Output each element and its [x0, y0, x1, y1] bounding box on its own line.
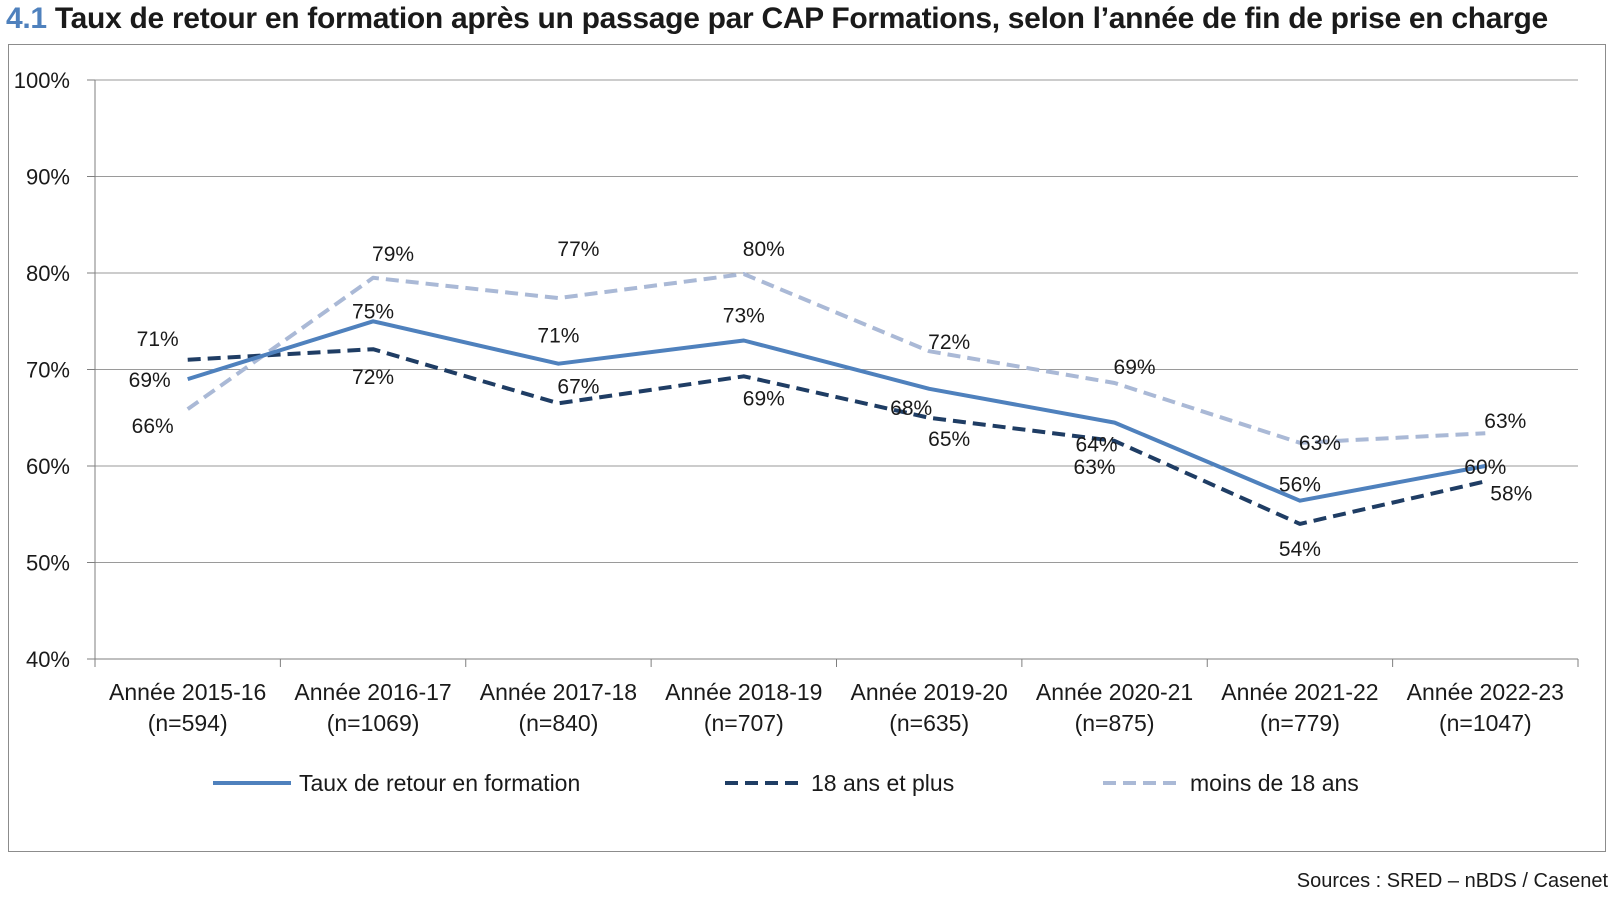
legend-label: Taux de retour en formation [299, 770, 580, 796]
data-label: 56% [1279, 474, 1321, 497]
x-tick-sublabel: (n=779) [1260, 710, 1340, 736]
data-label: 54% [1279, 538, 1321, 561]
source-note: Sources : SRED – nBDS / Casenet [1296, 870, 1608, 892]
legend-label: 18 ans et plus [811, 770, 954, 796]
series-line [187, 319, 1486, 503]
x-tick-sublabel: (n=875) [1075, 710, 1155, 736]
y-tick-label: 50% [26, 551, 70, 576]
x-tick-sublabel: (n=707) [704, 710, 784, 736]
chart-title-text: Taux de retour en formation après un pas… [54, 2, 1548, 35]
data-label: 71% [137, 328, 179, 351]
x-tick-sublabel: (n=635) [889, 710, 969, 736]
data-label: 63% [1074, 456, 1116, 479]
data-label: 68% [890, 397, 932, 420]
y-tick-label: 80% [26, 261, 70, 286]
data-label: 72% [928, 331, 970, 354]
data-label: 69% [743, 387, 785, 410]
data-label: 65% [928, 428, 970, 451]
data-label: 75% [352, 300, 394, 323]
data-label: 66% [132, 415, 174, 438]
data-label: 64% [1076, 434, 1118, 457]
data-label: 60% [1464, 456, 1506, 479]
x-tick-label: Année 2016-17 [294, 679, 451, 705]
x-tick-sublabel: (n=840) [518, 710, 598, 736]
y-tick-label: 70% [26, 358, 70, 383]
data-label: 63% [1484, 410, 1526, 433]
data-label: 63% [1299, 432, 1341, 455]
data-label: 67% [557, 375, 599, 398]
data-label: 71% [537, 325, 579, 348]
y-tick-label: 100% [14, 68, 70, 93]
data-label: 69% [129, 369, 171, 392]
series-line [186, 272, 1486, 445]
x-tick-sublabel: (n=1069) [327, 710, 420, 736]
x-tick-sublabel: (n=1047) [1439, 710, 1532, 736]
data-label: 79% [372, 243, 414, 266]
x-tick-label: Année 2015-16 [109, 679, 266, 705]
data-label: 72% [352, 366, 394, 389]
data-label: 77% [557, 238, 599, 261]
x-tick-label: Année 2017-18 [480, 679, 637, 705]
data-label: 58% [1490, 482, 1532, 505]
x-tick-sublabel: (n=594) [148, 710, 228, 736]
series-line [187, 347, 1486, 526]
y-tick-label: 40% [26, 647, 70, 672]
data-label: 80% [743, 238, 785, 261]
x-tick-label: Année 2020-21 [1036, 679, 1193, 705]
x-tick-label: Année 2019-20 [851, 679, 1008, 705]
chart-title: 4.1 Taux de retour en formation après un… [6, 2, 1548, 36]
chart-number: 4.1 [6, 2, 47, 35]
x-tick-label: Année 2022-23 [1407, 679, 1564, 705]
legend-label: moins de 18 ans [1190, 770, 1359, 796]
y-tick-label: 90% [26, 165, 70, 190]
chart-frame [8, 44, 1606, 852]
data-label: 73% [723, 305, 765, 328]
y-tick-label: 60% [26, 454, 70, 479]
x-tick-label: Année 2018-19 [665, 679, 822, 705]
x-tick-label: Année 2021-22 [1221, 679, 1378, 705]
data-label: 69% [1114, 356, 1156, 379]
